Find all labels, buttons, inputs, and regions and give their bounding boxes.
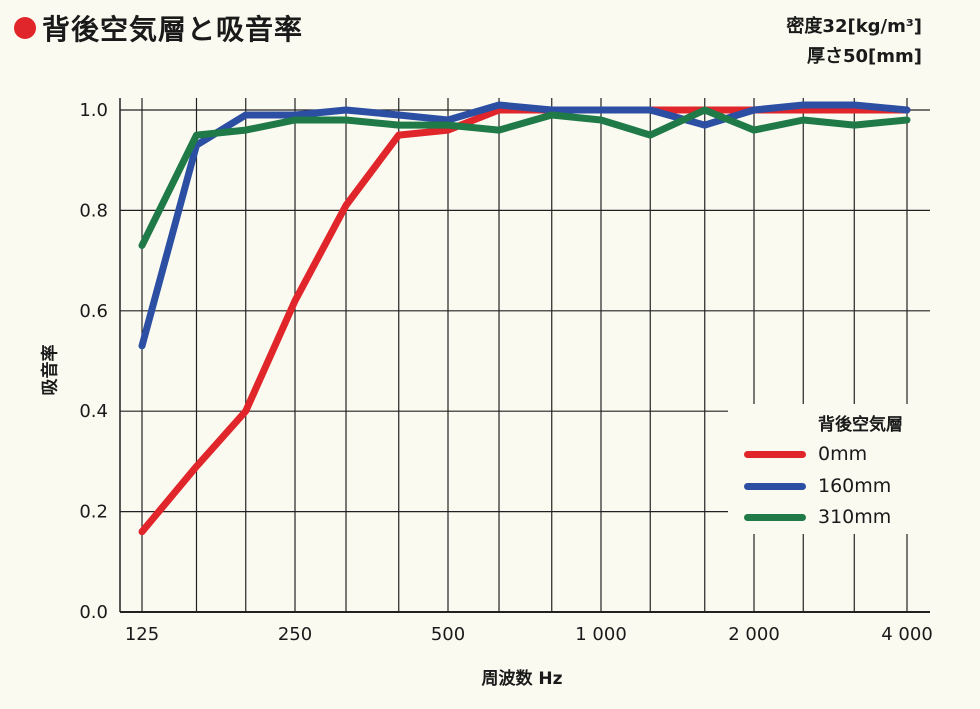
spec-density: 密度32[kg/m³] <box>786 16 922 37</box>
legend-item-310mm: 310mm <box>744 505 891 529</box>
legend-swatch-0mm <box>744 450 806 458</box>
spec-thickness: 厚さ50[mm] <box>806 46 922 67</box>
x-tick-label: 250 <box>278 624 312 645</box>
y-tick-label: 0.2 <box>79 502 108 523</box>
legend-title: 背後空気層 <box>818 415 903 435</box>
series-line-310mm <box>138 106 911 249</box>
x-tick-label: 2 000 <box>728 624 780 645</box>
chart-title: 背後空気層と吸音率 <box>14 8 303 48</box>
legend: 背後空気層 0mm 160mm 310mm <box>728 404 930 534</box>
y-tick-label: 0.0 <box>79 602 108 623</box>
red-bullet-icon <box>14 17 36 39</box>
legend-label-160mm: 160mm <box>818 475 892 497</box>
series-line-160mm <box>138 101 911 350</box>
x-tick-label: 1 000 <box>575 624 627 645</box>
legend-item-0mm: 0mm <box>744 442 867 466</box>
x-tick-label: 125 <box>125 624 159 645</box>
y-tick-label: 0.6 <box>79 301 108 322</box>
x-axis-label: 周波数 Hz <box>481 669 563 689</box>
legend-label-310mm: 310mm <box>818 506 892 528</box>
legend-swatch-160mm <box>744 482 806 490</box>
x-tick-label: 500 <box>431 624 465 645</box>
legend-label-0mm: 0mm <box>818 443 868 465</box>
title-text: 背後空気層と吸音率 <box>42 13 304 46</box>
y-axis-label: 吸音率 <box>40 344 61 396</box>
legend-item-160mm: 160mm <box>744 474 891 498</box>
y-tick-label: 0.4 <box>79 401 108 422</box>
y-tick-label: 1.0 <box>79 100 108 121</box>
legend-swatch-310mm <box>744 513 806 521</box>
y-tick-label: 0.8 <box>79 200 108 221</box>
x-tick-label: 4 000 <box>881 624 933 645</box>
